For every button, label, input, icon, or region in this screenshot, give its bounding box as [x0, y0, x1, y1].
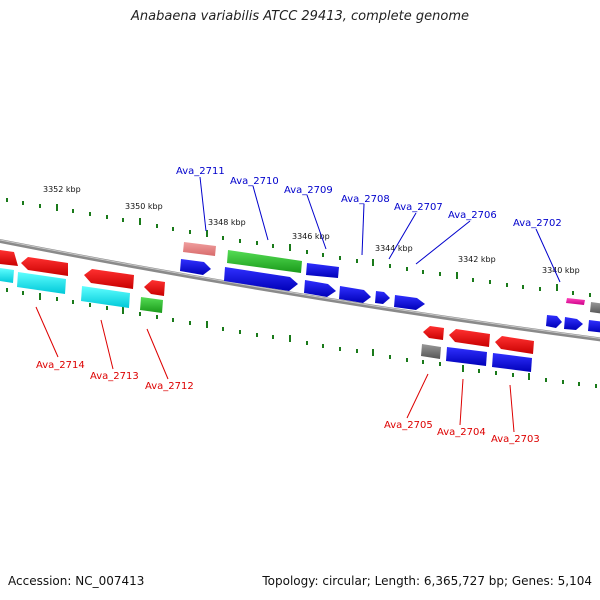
gene-arrow[interactable] [423, 326, 444, 340]
gene-arrow[interactable] [81, 286, 130, 308]
leader-line [100, 319, 114, 370]
gene-label-ava-2709[interactable]: Ava_2709 [284, 185, 333, 196]
scale-label: 3340 kbp [542, 266, 580, 275]
genome-summary-label: Topology: circular; Length: 6,365,727 bp… [262, 574, 592, 588]
gene-arrow[interactable] [446, 347, 487, 366]
gene-arrow[interactable] [492, 353, 532, 372]
gene-arrow[interactable] [140, 297, 163, 313]
gene-arrow[interactable] [306, 263, 339, 278]
leader-line [361, 203, 365, 256]
upper-gene-track-outer [183, 242, 600, 314]
leader-line [388, 212, 417, 260]
leader-line [306, 194, 327, 250]
scale-label: 3342 kbp [458, 255, 496, 264]
scale-label: 3352 kbp [43, 185, 81, 194]
gene-arrow[interactable] [564, 317, 583, 330]
scale-label: 3346 kbp [292, 232, 330, 241]
gene-label-ava-2714[interactable]: Ava_2714 [36, 360, 85, 371]
gene-arrow[interactable] [227, 250, 302, 273]
leader-line [252, 185, 269, 241]
gene-label-ava-2710[interactable]: Ava_2710 [230, 176, 279, 187]
map-title: Anabaena variabilis ATCC 29413, complete… [131, 9, 469, 24]
gene-arrow[interactable] [566, 298, 585, 305]
lower-gene-track-inner [0, 268, 532, 372]
gene-arrow[interactable] [144, 280, 165, 296]
genome-backbone [0, 238, 600, 342]
gene-label-ava-2713[interactable]: Ava_2713 [90, 371, 139, 382]
gene-arrow[interactable] [84, 269, 134, 289]
gene-arrow[interactable] [495, 336, 534, 354]
gene-label-ava-2711[interactable]: Ava_2711 [176, 166, 225, 177]
gene-arrow[interactable] [546, 315, 562, 328]
leader-line [415, 220, 471, 265]
gene-arrow[interactable] [0, 268, 14, 283]
upper-gene-track-inner [180, 259, 600, 333]
gene-arrow[interactable] [339, 286, 371, 303]
scale-label: 3350 kbp [125, 202, 163, 211]
gene-label-ava-2703[interactable]: Ava_2703 [491, 434, 540, 445]
upper-scale-track [6, 198, 591, 297]
leader-line [35, 306, 59, 358]
leader-line [459, 378, 464, 426]
genome-backbone-highlight [0, 239, 600, 339]
gene-arrow[interactable] [304, 280, 336, 297]
gene-arrow[interactable] [0, 250, 18, 266]
gene-label-ava-2705[interactable]: Ava_2705 [384, 420, 433, 431]
gene-label-ava-2706[interactable]: Ava_2706 [448, 210, 497, 221]
gene-label-ava-2707[interactable]: Ava_2707 [394, 202, 443, 213]
gene-arrow[interactable] [375, 291, 390, 304]
gene-label-ava-2704[interactable]: Ava_2704 [437, 427, 486, 438]
gene-label-ava-2702[interactable]: Ava_2702 [513, 218, 562, 229]
gene-arrow[interactable] [180, 259, 211, 275]
scale-label: 3344 kbp [375, 244, 413, 253]
scale-label: 3348 kbp [208, 218, 246, 227]
gene-arrow[interactable] [421, 344, 441, 359]
gene-arrow[interactable] [590, 302, 600, 314]
leader-line [146, 328, 169, 380]
leader-line [199, 176, 207, 232]
leader-line [406, 373, 429, 419]
gene-arrow[interactable] [17, 272, 66, 294]
leader-line [535, 228, 561, 283]
accession-label: Accession: NC_007413 [8, 574, 145, 588]
lower-gene-track-outer [0, 250, 534, 354]
gene-arrow[interactable] [449, 329, 490, 347]
gene-arrow[interactable] [394, 295, 425, 310]
gene-arrow[interactable] [183, 242, 216, 256]
lower-scale-track [6, 288, 597, 388]
gene-arrow[interactable] [21, 257, 68, 276]
gene-label-ava-2712[interactable]: Ava_2712 [145, 381, 194, 392]
gene-arrow[interactable] [588, 320, 600, 333]
gene-arrow[interactable] [224, 267, 298, 291]
leader-line [509, 384, 515, 433]
gene-label-ava-2708[interactable]: Ava_2708 [341, 194, 390, 205]
